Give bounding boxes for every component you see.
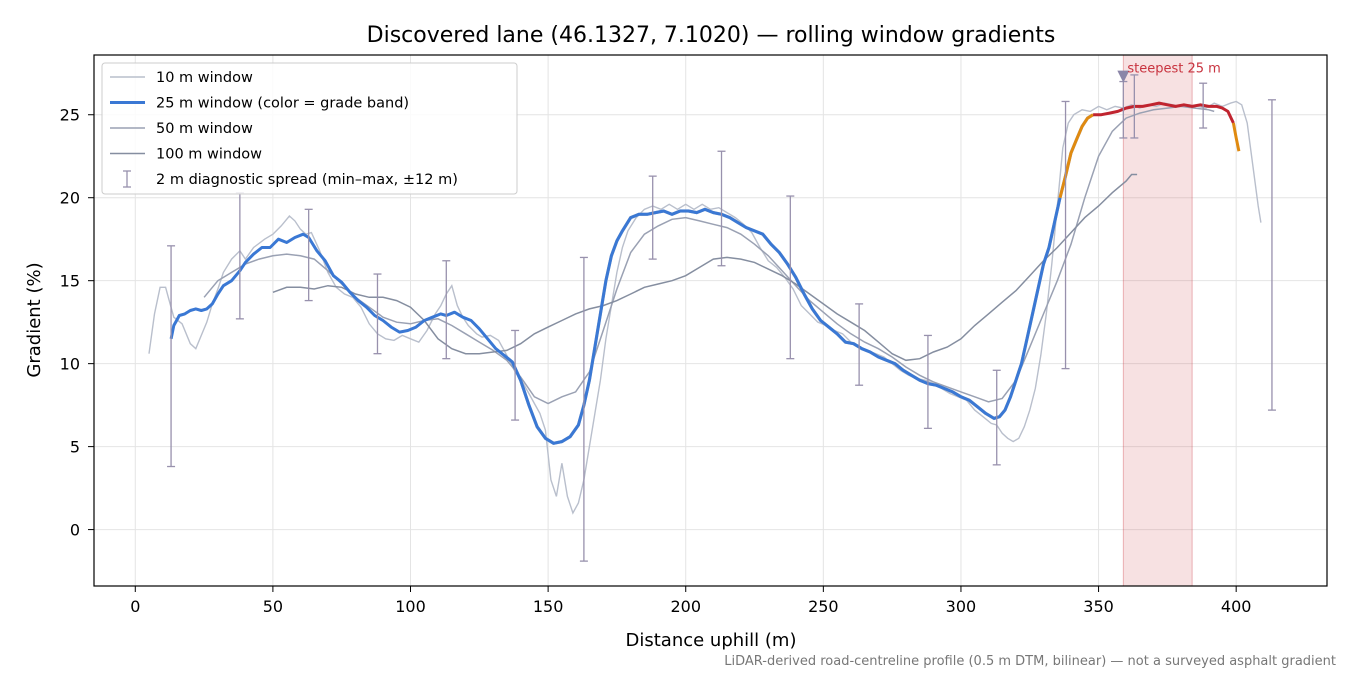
steepest-highlight [1122,54,1193,587]
series-50m-line [203,105,1215,405]
series-25m-segment [1231,122,1241,152]
x-tick-label: 400 [1221,597,1252,616]
x-tick-label: 100 [395,597,426,616]
y-tick-label: 15 [60,272,80,291]
chart-title: Discovered lane (46.1327, 7.1020) — roll… [367,23,1056,48]
x-tick-label: 200 [670,597,701,616]
plot-frame [93,54,1328,587]
y-tick-label: 25 [60,106,80,125]
series-25m-segment [1093,101,1235,124]
legend-label: 25 m window (color = grade band) [156,96,409,112]
y-tick-label: 5 [70,438,80,457]
markers: steepest 25 m [1117,62,1221,83]
legend-box [101,62,518,195]
legend: 10 m window 25 m window (color = grade ba… [101,62,518,195]
series-10m-line [148,100,1262,515]
series-lines [148,100,1262,515]
diagnostic-spread-bars [167,74,1276,562]
x-tick-label: 350 [1083,597,1114,616]
legend-label: 2 m diagnostic spread (min–max, ±12 m) [156,172,458,188]
y-tick-label: 20 [60,189,80,208]
legend-label: 100 m window [156,147,262,163]
x-axis: 0 50 100 150 200 250 300 350 400 [130,586,1251,616]
y-axis: 0 5 10 15 20 25 [60,106,94,540]
series-100m-line [272,173,1138,362]
x-tick-label: 150 [533,597,564,616]
x-tick-label: 300 [946,597,977,616]
steepest-label: steepest 25 m [1127,62,1220,77]
footnote: LiDAR-derived road-centreline profile (0… [724,654,1336,669]
y-tick-label: 10 [60,355,80,374]
x-tick-label: 0 [130,597,140,616]
x-tick-label: 250 [808,597,839,616]
steepest-window-band [1122,54,1193,587]
x-tick-label: 50 [263,597,283,616]
y-tick-label: 0 [70,521,80,540]
steepest-marker-triangle [1117,70,1130,83]
legend-label: 50 m window [156,121,253,137]
x-axis-label: Distance uphill (m) [626,630,797,651]
legend-label: 10 m window [156,70,253,86]
y-axis-label: Gradient (%) [24,262,45,377]
